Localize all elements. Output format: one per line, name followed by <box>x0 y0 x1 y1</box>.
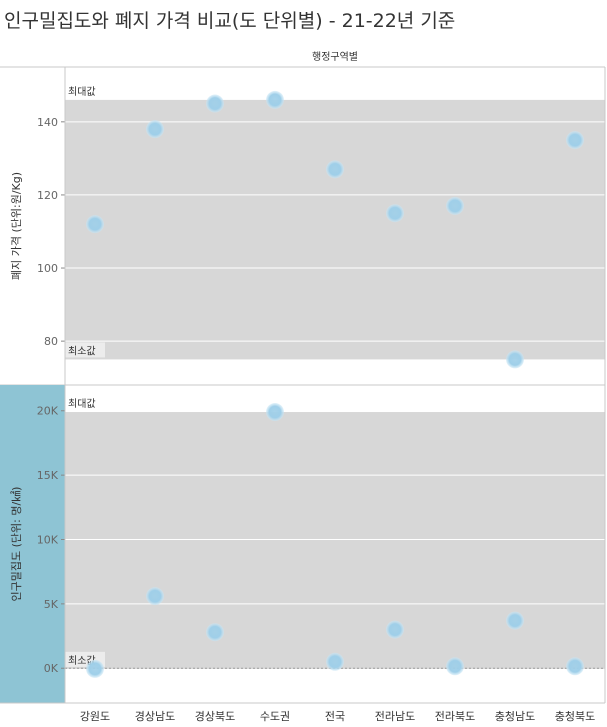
tick-label-0-0: 80 <box>44 335 58 348</box>
min-reference-label-0: 최소값 <box>68 345 96 357</box>
max-reference-label-1: 최대값 <box>68 398 96 410</box>
data-point-1-0[interactable] <box>86 659 104 678</box>
tick-label-0-1: 100 <box>37 262 58 275</box>
tick-label-1-1: 5K <box>44 598 59 611</box>
tick-label-1-3: 15K <box>37 469 59 482</box>
data-point-1-2[interactable] <box>206 623 224 642</box>
range-band-0 <box>65 99 605 360</box>
max-label-bg-1 <box>65 395 105 411</box>
data-point-0-4[interactable] <box>326 160 344 179</box>
range-band-1 <box>65 412 605 669</box>
data-point-0-0[interactable] <box>86 215 104 234</box>
data-point-0-6[interactable] <box>446 196 464 215</box>
data-point-0-8[interactable] <box>566 131 584 150</box>
data-point-1-7[interactable] <box>506 611 524 630</box>
min-label-bg-0 <box>65 342 105 358</box>
data-point-1-1[interactable] <box>146 587 164 606</box>
category-label-3: 수도권 <box>260 710 290 723</box>
data-point-1-5[interactable] <box>386 620 404 639</box>
data-point-0-5[interactable] <box>386 204 404 223</box>
data-point-0-7[interactable] <box>506 350 524 369</box>
category-label-0: 강원도 <box>80 710 110 723</box>
max-reference-label-0: 최대값 <box>68 86 96 98</box>
category-label-4: 전국 <box>325 710 345 723</box>
tick-label-1-4: 20K <box>37 405 59 418</box>
category-label-2: 경상북도 <box>195 710 235 723</box>
data-point-0-1[interactable] <box>146 120 164 139</box>
category-label-8: 충청북도 <box>555 710 595 723</box>
data-point-0-3[interactable] <box>266 90 284 109</box>
data-point-1-8[interactable] <box>566 657 584 676</box>
y-axis-highlight-1 <box>0 385 65 703</box>
category-label-7: 충청남도 <box>495 710 535 723</box>
y-axis-title-0: 폐지 가격 (단위:원/Kg) <box>10 172 23 280</box>
data-point-0-2[interactable] <box>206 94 224 113</box>
y-axis-title-1: 인구밀집도 (단위: 명/㎢) <box>10 487 23 602</box>
data-point-1-3[interactable] <box>266 403 284 422</box>
max-label-bg-0 <box>65 82 105 98</box>
tick-label-1-0: 0K <box>44 662 59 675</box>
tick-label-1-2: 10K <box>37 533 59 546</box>
chart-title: 인구밀집도와 폐지 가격 비교(도 단위별) - 21-22년 기준 <box>4 10 456 32</box>
tick-label-0-3: 140 <box>37 116 58 129</box>
category-label-1: 경상남도 <box>135 710 175 723</box>
column-header: 행정구역별 <box>312 51 358 63</box>
data-point-1-4[interactable] <box>326 652 344 671</box>
tick-label-0-2: 120 <box>37 189 58 202</box>
category-label-6: 전라북도 <box>435 710 475 723</box>
category-label-5: 전라남도 <box>375 710 415 723</box>
data-point-1-6[interactable] <box>446 657 464 676</box>
